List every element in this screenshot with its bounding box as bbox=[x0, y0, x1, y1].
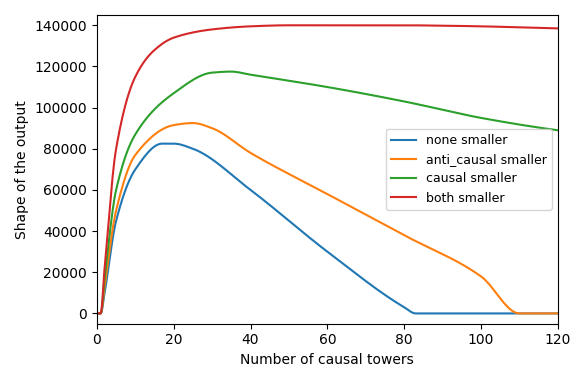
anti_causal smaller bbox=[554, 311, 561, 316]
none smaller bbox=[369, 283, 376, 288]
anti_causal smaller bbox=[472, 270, 479, 275]
anti_causal smaller bbox=[314, 186, 321, 191]
causal smaller bbox=[227, 69, 234, 74]
anti_causal smaller bbox=[544, 311, 551, 316]
both smaller bbox=[344, 23, 351, 28]
anti_causal smaller bbox=[189, 121, 196, 125]
causal smaller bbox=[316, 83, 323, 88]
both smaller bbox=[369, 23, 376, 28]
anti_causal smaller bbox=[369, 216, 376, 220]
causal smaller bbox=[472, 115, 479, 119]
both smaller bbox=[285, 23, 292, 28]
both smaller bbox=[472, 24, 479, 29]
none smaller bbox=[472, 311, 479, 316]
causal smaller bbox=[314, 83, 321, 87]
causal smaller bbox=[93, 311, 100, 316]
anti_causal smaller bbox=[344, 202, 351, 207]
both smaller bbox=[554, 26, 561, 31]
none smaller bbox=[93, 311, 100, 316]
Line: none smaller: none smaller bbox=[97, 144, 558, 314]
causal smaller bbox=[544, 126, 551, 131]
Line: both smaller: both smaller bbox=[97, 25, 558, 314]
none smaller bbox=[544, 311, 551, 316]
none smaller bbox=[159, 141, 166, 146]
Line: causal smaller: causal smaller bbox=[97, 71, 558, 314]
none smaller bbox=[316, 243, 323, 248]
causal smaller bbox=[344, 88, 351, 93]
both smaller bbox=[316, 23, 323, 28]
both smaller bbox=[544, 26, 551, 31]
Y-axis label: Shape of the output: Shape of the output bbox=[15, 100, 29, 239]
X-axis label: Number of causal towers: Number of causal towers bbox=[240, 353, 414, 367]
both smaller bbox=[314, 23, 321, 28]
Legend: none smaller, anti_causal smaller, causal smaller, both smaller: none smaller, anti_causal smaller, causa… bbox=[386, 129, 551, 210]
none smaller bbox=[344, 265, 351, 269]
causal smaller bbox=[554, 128, 561, 133]
Line: anti_causal smaller: anti_causal smaller bbox=[97, 123, 558, 314]
none smaller bbox=[554, 311, 561, 316]
both smaller bbox=[93, 311, 100, 316]
causal smaller bbox=[369, 93, 376, 97]
none smaller bbox=[314, 241, 321, 246]
anti_causal smaller bbox=[316, 188, 323, 192]
anti_causal smaller bbox=[93, 311, 100, 316]
